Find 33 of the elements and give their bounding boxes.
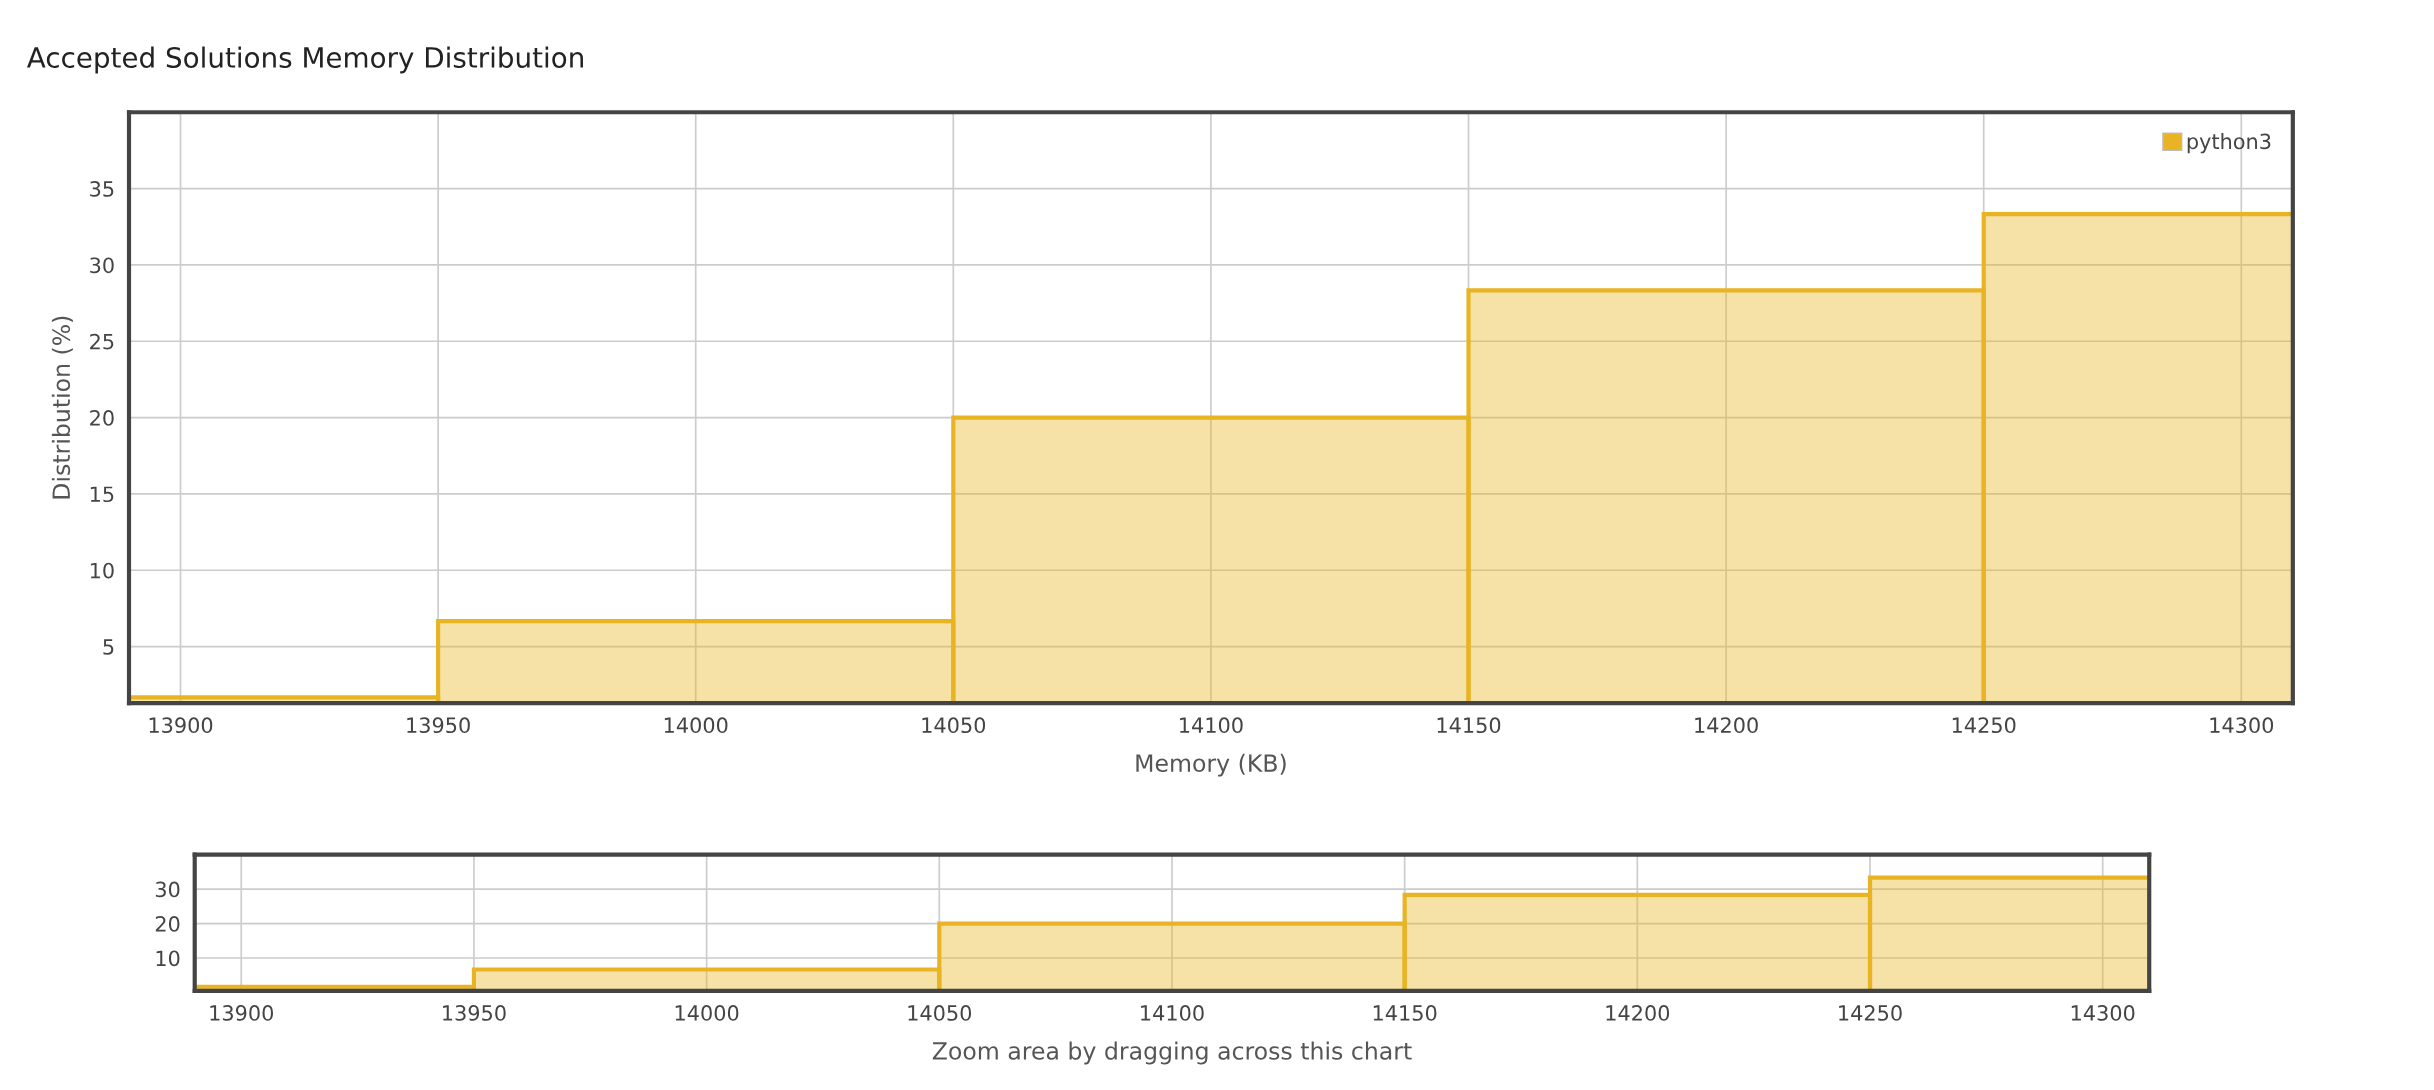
x-tick-label: 13950 xyxy=(443,1005,506,1021)
x-tick-label: 14150 xyxy=(1437,717,1501,734)
x-axis-title: Memory (KB) xyxy=(1136,753,1286,777)
x-tick-label: 14300 xyxy=(2210,717,2274,734)
x-tick-label: 14100 xyxy=(1180,717,1243,734)
y-tick-label: 20 xyxy=(90,410,114,426)
x-tick-label: 14250 xyxy=(1952,717,2016,734)
y-axis-title: Distribution (%) xyxy=(51,316,73,499)
y-tick-label: 10 xyxy=(90,562,114,579)
x-tick-label: 14050 xyxy=(908,1005,972,1021)
x-axis-title: Zoom area by dragging across this chart xyxy=(932,1041,1412,1065)
x-tick-label: 14050 xyxy=(922,717,986,734)
y-tick-label: 35 xyxy=(90,181,114,197)
y-tick-label: 30 xyxy=(90,257,114,274)
y-tick-label: 15 xyxy=(90,486,114,503)
legend-label: python3 xyxy=(2187,133,2271,154)
x-tick-label: 14200 xyxy=(1695,717,1758,734)
x-tick-label: 14250 xyxy=(1839,1005,1902,1021)
x-tick-label: 14000 xyxy=(664,717,728,734)
x-tick-label: 13900 xyxy=(210,1005,274,1021)
x-tick-label: 14150 xyxy=(1373,1005,1437,1021)
x-tick-label: 14000 xyxy=(675,1005,739,1021)
x-tick-label: 13950 xyxy=(407,717,470,734)
x-tick-label: 13900 xyxy=(149,717,213,734)
y-tick-label: 10 xyxy=(156,950,180,967)
x-tick-label: 14300 xyxy=(2071,1005,2135,1021)
y-tick-label: 30 xyxy=(155,881,180,898)
x-tick-label: 14200 xyxy=(1606,1005,1670,1021)
chart-title: Accepted Solutions Memory Distribution xyxy=(26,46,583,74)
y-tick-label: 25 xyxy=(90,333,114,350)
y-tick-label: 20 xyxy=(155,916,180,932)
y-tick-label: 5 xyxy=(103,639,114,655)
x-tick-label: 14100 xyxy=(1141,1005,1204,1021)
